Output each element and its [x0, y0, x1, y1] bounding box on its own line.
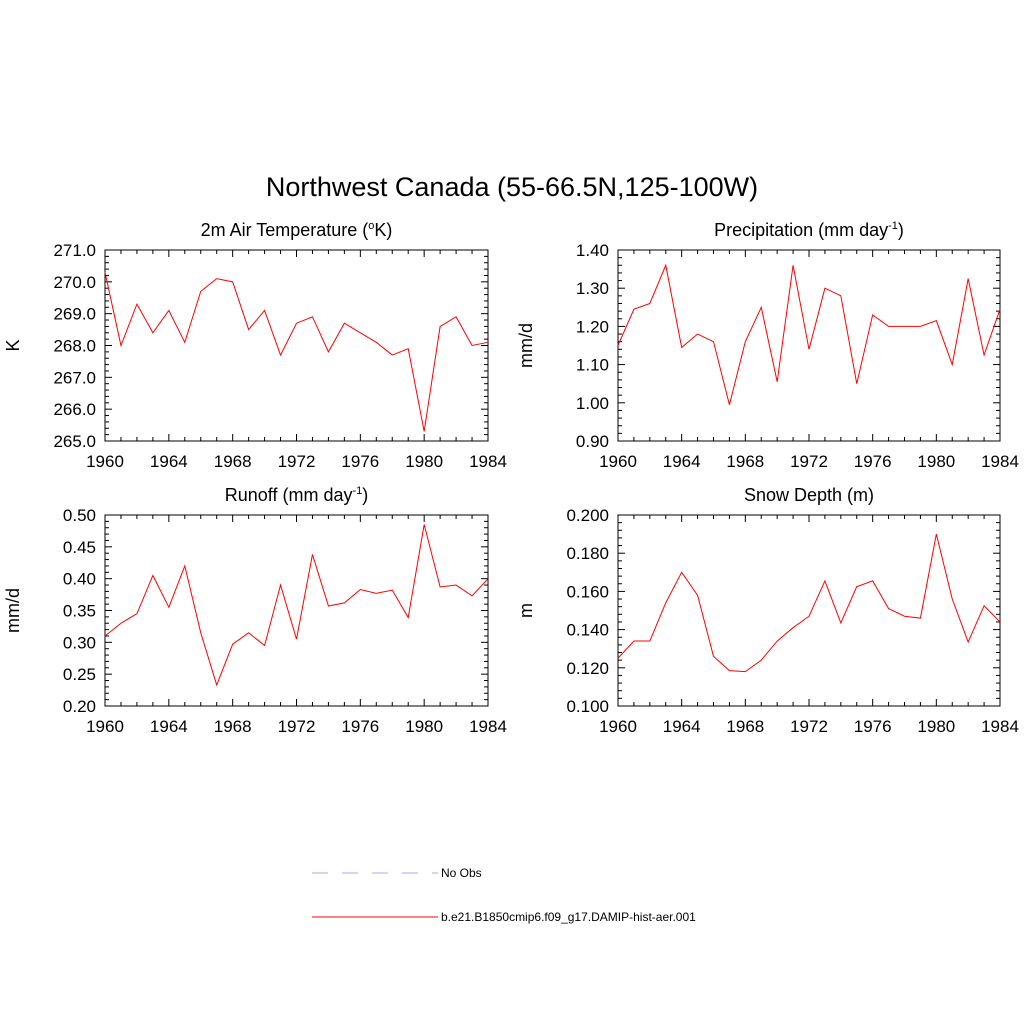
- snow-depth-y-tick-label: 0.120: [566, 659, 609, 678]
- snow-depth-x-tick-label: 1980: [917, 717, 955, 736]
- air-temperature-y-tick-label: 271.0: [53, 241, 96, 260]
- precipitation-plot-frame: [617, 249, 1001, 442]
- snow-depth-x-tick-label: 1964: [663, 717, 701, 736]
- precipitation-x-tick-label: 1976: [854, 452, 892, 471]
- air-temperature-x-tick-label: 1968: [214, 452, 252, 471]
- runoff-y-tick-label: 0.30: [63, 633, 96, 652]
- snow-depth-y-tick-label: 0.160: [566, 582, 609, 601]
- precipitation-y-tick-label: 1.30: [576, 279, 609, 298]
- panel-precipitation: Precipitation (mm day-1) mm/d 1960 1964 1968…: [516, 220, 1019, 471]
- air-temperature-y-tick-label: 267.0: [53, 368, 96, 387]
- air-temperature-y-tick-label: 266.0: [53, 400, 96, 419]
- air-temperature-y-tick-label: 265.0: [53, 432, 96, 451]
- air-temperature-panel-title: 2m Air Temperature (oK): [201, 220, 393, 240]
- runoff-x-tick-label: 1976: [341, 717, 379, 736]
- runoff-y-tick-label: 0.25: [63, 665, 96, 684]
- precipitation-y-tick-label: 1.20: [576, 317, 609, 336]
- precipitation-y-axis-label: mm/d: [516, 323, 536, 368]
- runoff-series-line: [104, 524, 489, 687]
- snow-depth-x-tick-label: 1960: [599, 717, 637, 736]
- air-temperature-x-tick-label: 1960: [86, 452, 124, 471]
- panel-snow-depth: Snow Depth (m) m 1960 1964 1968 1972 1976 1980 1…: [516, 485, 1019, 736]
- precipitation-y-tick-label: 1.40: [576, 241, 609, 260]
- air-temperature-x-tick-label: 1972: [278, 452, 316, 471]
- precipitation-y-tick-label: 1.00: [576, 394, 609, 413]
- precipitation-x-tick-label: 1984: [981, 452, 1019, 471]
- air-temperature-x-tick-label: 1984: [469, 452, 507, 471]
- runoff-x-tick-label: 1964: [150, 717, 188, 736]
- runoff-y-tick-label: 0.20: [63, 697, 96, 716]
- panel-runoff: Runoff (mm day-1) mm/d 1960 1964 1968 1972 197…: [3, 485, 507, 736]
- legend-label-2: b.e21.B1850cmip6.f09_g17.DAMIP-hist-aer.…: [441, 910, 696, 924]
- air-temperature-series-line: [104, 272, 489, 432]
- runoff-y-tick-label: 0.50: [63, 506, 96, 525]
- figure-title: Northwest Canada (55-66.5N,125-100W): [266, 172, 758, 202]
- precipitation-y-tick-label: 1.10: [576, 356, 609, 375]
- snow-depth-panel-title: Snow Depth (m): [744, 485, 874, 505]
- air-temperature-y-tick-label: 270.0: [53, 273, 96, 292]
- air-temperature-y-tick-label: 269.0: [53, 305, 96, 324]
- runoff-x-tick-label: 1972: [278, 717, 316, 736]
- snow-depth-y-axis-label: m: [516, 603, 536, 618]
- runoff-x-tick-label: 1968: [214, 717, 252, 736]
- snow-depth-y-tick-label: 0.100: [566, 697, 609, 716]
- air-temperature-x-tick-label: 1980: [405, 452, 443, 471]
- air-temperature-y-tick-label: 268.0: [53, 337, 96, 356]
- precipitation-y-tick-label: 0.90: [576, 432, 609, 451]
- air-temperature-y-axis-label: K: [3, 339, 23, 351]
- runoff-x-tick-label: 1984: [469, 717, 507, 736]
- precipitation-series-line: [617, 263, 1001, 405]
- precipitation-x-tick-label: 1972: [790, 452, 828, 471]
- runoff-y-tick-label: 0.35: [63, 602, 96, 621]
- precipitation-x-tick-label: 1980: [917, 452, 955, 471]
- snow-depth-series-line: [617, 533, 1001, 673]
- precipitation-x-tick-label: 1968: [726, 452, 764, 471]
- air-temperature-plot-frame: [104, 249, 489, 442]
- legend-label-1: No Obs: [441, 866, 482, 880]
- runoff-x-tick-label: 1960: [86, 717, 124, 736]
- snow-depth-x-tick-label: 1976: [854, 717, 892, 736]
- snow-depth-x-tick-label: 1984: [981, 717, 1019, 736]
- snow-depth-y-tick-label: 0.200: [566, 506, 609, 525]
- runoff-y-axis-label: mm/d: [3, 588, 23, 633]
- runoff-panel-title: Runoff (mm day-1): [225, 485, 369, 505]
- air-temperature-x-tick-label: 1964: [150, 452, 188, 471]
- panels: 2m Air Temperature (oK) K 1960 1964 1968 1972…: [3, 220, 1019, 736]
- snow-depth-plot-frame: [617, 514, 1001, 707]
- runoff-y-tick-label: 0.45: [63, 538, 96, 557]
- snow-depth-x-tick-label: 1972: [790, 717, 828, 736]
- panel-air-temperature: 2m Air Temperature (oK) K 1960 1964 1968 1972…: [3, 220, 507, 471]
- legend: No Obs b.e21.B1850cmip6.f09_g17.DAMIP-his…: [312, 866, 696, 924]
- precipitation-x-tick-label: 1964: [663, 452, 701, 471]
- precipitation-x-tick-label: 1960: [599, 452, 637, 471]
- runoff-x-tick-label: 1980: [405, 717, 443, 736]
- snow-depth-y-tick-label: 0.180: [566, 544, 609, 563]
- runoff-y-tick-label: 0.40: [63, 570, 96, 589]
- precipitation-panel-title: Precipitation (mm day-1): [714, 220, 904, 240]
- air-temperature-x-tick-label: 1976: [341, 452, 379, 471]
- snow-depth-y-tick-label: 0.140: [566, 621, 609, 640]
- snow-depth-x-tick-label: 1968: [726, 717, 764, 736]
- runoff-plot-frame: [104, 514, 489, 707]
